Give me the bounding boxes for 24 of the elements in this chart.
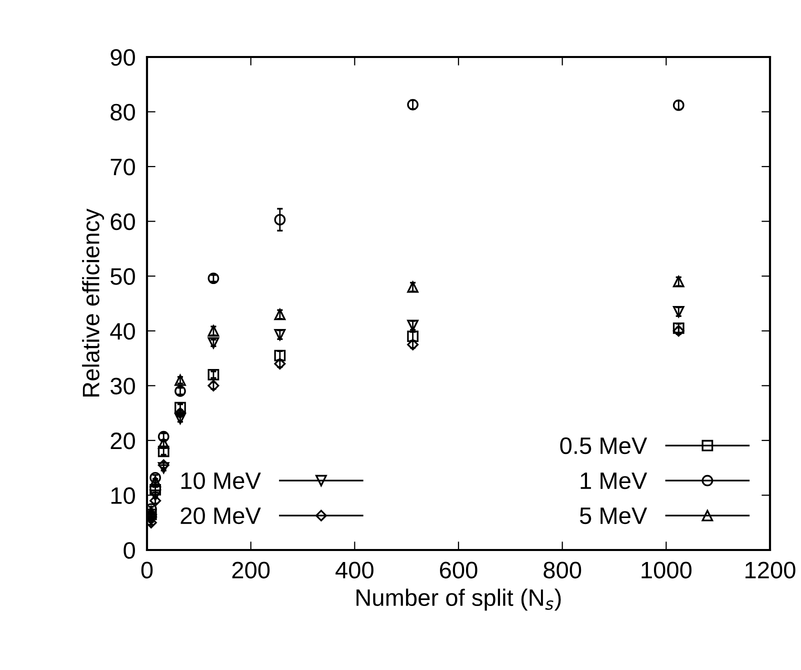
y-tick-label: 20 (110, 432, 135, 450)
y-tick-label: 50 (110, 268, 135, 285)
legend-label: 10 MeV (181, 472, 261, 490)
x-tick-label: 600 (440, 562, 478, 578)
y-tick-label: 30 (110, 378, 135, 394)
legend-label: 0.5 MeV (560, 437, 648, 454)
legend-label: 20 MeV (180, 507, 261, 524)
x-tick-label: 0 (141, 562, 153, 578)
x-axis-title: Number of split (N$_{s}$) (356, 588, 561, 611)
y-tick-label: 10 (111, 487, 135, 504)
legend-label: 5 MeV (580, 508, 648, 524)
y-tick-label: 70 (110, 158, 135, 176)
x-tick-label: 1200 (746, 562, 796, 578)
y-tick-label: 60 (110, 213, 135, 230)
x-tick-label: 200 (232, 562, 270, 578)
y-tick-label: 90 (110, 49, 135, 66)
x-tick-label: 1000 (642, 562, 692, 578)
x-tick-label: 400 (336, 562, 374, 578)
y-tick-label: 80 (110, 104, 135, 121)
legend-label: 1 MeV (580, 472, 648, 490)
y-tick-label: 0 (124, 542, 135, 559)
x-tick-label: 800 (544, 562, 582, 578)
y-axis-title: Relative efficiency (82, 208, 104, 396)
y-tick-label: 40 (110, 322, 135, 340)
